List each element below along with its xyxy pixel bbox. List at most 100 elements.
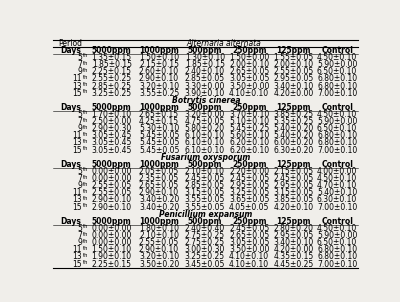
Text: 3.45±0.05: 3.45±0.05: [185, 259, 225, 268]
Text: 3.55±0.05: 3.55±0.05: [185, 203, 225, 212]
Text: 1.85±0.15: 1.85±0.15: [92, 60, 132, 69]
Text: 1000ppm: 1000ppm: [139, 46, 179, 55]
Text: 125ppm: 125ppm: [276, 46, 311, 55]
Text: th: th: [83, 175, 88, 179]
Text: 1.90±0.10: 1.90±0.10: [92, 252, 132, 262]
Text: 1.85±0.15: 1.85±0.15: [185, 60, 225, 69]
Text: 1000ppm: 1000ppm: [139, 160, 179, 169]
Text: 1000ppm: 1000ppm: [139, 103, 179, 112]
Text: 5000ppm: 5000ppm: [92, 217, 132, 226]
Text: 4.25±0.15: 4.25±0.15: [139, 117, 179, 126]
Text: 2.10±0.10: 2.10±0.10: [139, 231, 179, 240]
Text: 2.90±0.10: 2.90±0.10: [92, 195, 132, 204]
Text: 3.05±0.05: 3.05±0.05: [229, 74, 269, 83]
Text: 2.45±0.05: 2.45±0.05: [229, 174, 269, 183]
Text: th: th: [83, 232, 88, 236]
Text: th: th: [83, 260, 88, 265]
Text: 1.30±0.10: 1.30±0.10: [185, 53, 225, 62]
Text: 5.10±0.10: 5.10±0.10: [229, 117, 269, 126]
Text: 15: 15: [72, 259, 82, 268]
Text: 4.10±0.10: 4.10±0.10: [229, 252, 269, 262]
Text: 6.80±0.10: 6.80±0.10: [317, 245, 357, 254]
Text: th: th: [83, 111, 88, 115]
Text: 2.20±0.00: 2.20±0.00: [229, 167, 269, 176]
Text: 1.50±0.00: 1.50±0.00: [229, 53, 269, 62]
Text: Control: Control: [321, 103, 353, 112]
Text: 4.20±0.00: 4.20±0.00: [273, 89, 314, 98]
Text: 3.15±0.05: 3.15±0.05: [185, 188, 225, 197]
Text: 2.90±0.10: 2.90±0.10: [139, 74, 179, 83]
Text: 6.80±0.10: 6.80±0.10: [317, 139, 357, 147]
Text: Period: Period: [58, 39, 82, 48]
Text: 125ppm: 125ppm: [276, 217, 311, 226]
Text: 1.50±0.10: 1.50±0.10: [92, 245, 132, 254]
Text: 5: 5: [77, 167, 82, 176]
Text: 3.40±0.10: 3.40±0.10: [273, 238, 314, 247]
Text: 15: 15: [72, 203, 82, 212]
Text: 5.45±0.25: 5.45±0.25: [229, 124, 269, 133]
Text: Control: Control: [321, 46, 353, 55]
Text: 3.50±0.00: 3.50±0.00: [229, 245, 269, 254]
Text: th: th: [83, 61, 88, 66]
Text: 5.45±0.05: 5.45±0.05: [139, 139, 179, 147]
Text: 500ppm: 500ppm: [188, 46, 222, 55]
Text: 2.95±0.05: 2.95±0.05: [229, 181, 269, 190]
Text: 2.65±0.05: 2.65±0.05: [139, 181, 179, 190]
Text: th: th: [83, 117, 88, 123]
Text: 5.45±0.05: 5.45±0.05: [139, 131, 179, 140]
Text: 2.45±0.05: 2.45±0.05: [273, 174, 314, 183]
Text: 2.65±0.05: 2.65±0.05: [229, 231, 269, 240]
Text: 2.35±0.05: 2.35±0.05: [139, 174, 179, 183]
Text: 2.00±0.10: 2.00±0.10: [273, 60, 314, 69]
Text: Botrytis cinerea: Botrytis cinerea: [172, 96, 240, 105]
Text: 9: 9: [77, 181, 82, 190]
Text: th: th: [83, 196, 88, 201]
Text: th: th: [83, 239, 88, 244]
Text: 125ppm: 125ppm: [276, 160, 311, 169]
Text: 15: 15: [72, 89, 82, 98]
Text: th: th: [83, 146, 88, 151]
Text: 3.55±0.05: 3.55±0.05: [185, 195, 225, 204]
Text: 1.35±0.15: 1.35±0.15: [92, 53, 132, 62]
Text: 4.10±0.10: 4.10±0.10: [229, 89, 269, 98]
Text: 3.05±0.05: 3.05±0.05: [229, 238, 269, 247]
Text: 4.00±0.00: 4.00±0.00: [317, 167, 357, 176]
Text: th: th: [83, 82, 88, 87]
Text: 2.85±0.05: 2.85±0.05: [185, 181, 225, 190]
Text: 2.10±0.10: 2.10±0.10: [185, 167, 225, 176]
Text: 5: 5: [77, 110, 82, 119]
Text: th: th: [83, 89, 88, 94]
Text: 3.70±0.10: 3.70±0.10: [229, 110, 269, 119]
Text: 5000ppm: 5000ppm: [92, 46, 132, 55]
Text: th: th: [83, 75, 88, 80]
Text: 13: 13: [72, 139, 82, 147]
Text: 2.00±0.10: 2.00±0.10: [229, 60, 269, 69]
Text: 4.20±0.00: 4.20±0.00: [273, 245, 314, 254]
Text: 3.30±0.00: 3.30±0.00: [185, 82, 225, 91]
Text: 3.25±0.25: 3.25±0.25: [92, 89, 132, 98]
Text: 3.55±0.25: 3.55±0.25: [139, 89, 179, 98]
Text: 6.30±0.20: 6.30±0.20: [273, 146, 314, 155]
Text: 500ppm: 500ppm: [188, 160, 222, 169]
Text: th: th: [83, 132, 88, 137]
Text: 2.25±0.15: 2.25±0.15: [92, 259, 132, 268]
Text: 3.50±0.00: 3.50±0.00: [229, 82, 269, 91]
Text: 13: 13: [72, 252, 82, 262]
Text: 2.55±0.05: 2.55±0.05: [139, 238, 179, 247]
Text: 0.00±0.00: 0.00±0.00: [92, 231, 132, 240]
Text: 6.00±0.20: 6.00±0.20: [273, 139, 314, 147]
Text: 5: 5: [77, 53, 82, 62]
Text: 4.75±0.05: 4.75±0.05: [185, 117, 225, 126]
Text: 2.25±0.15: 2.25±0.15: [92, 67, 132, 76]
Text: 250ppm: 250ppm: [232, 103, 266, 112]
Text: 125ppm: 125ppm: [276, 103, 311, 112]
Text: 11: 11: [73, 245, 82, 254]
Text: th: th: [83, 139, 88, 144]
Text: 2.55±0.05: 2.55±0.05: [92, 188, 132, 197]
Text: th: th: [83, 224, 88, 230]
Text: th: th: [83, 125, 88, 130]
Text: 2.95±0.05: 2.95±0.05: [273, 231, 314, 240]
Text: 6.80±0.10: 6.80±0.10: [317, 131, 357, 140]
Text: 2.55±0.05: 2.55±0.05: [273, 67, 314, 76]
Text: 250ppm: 250ppm: [232, 217, 266, 226]
